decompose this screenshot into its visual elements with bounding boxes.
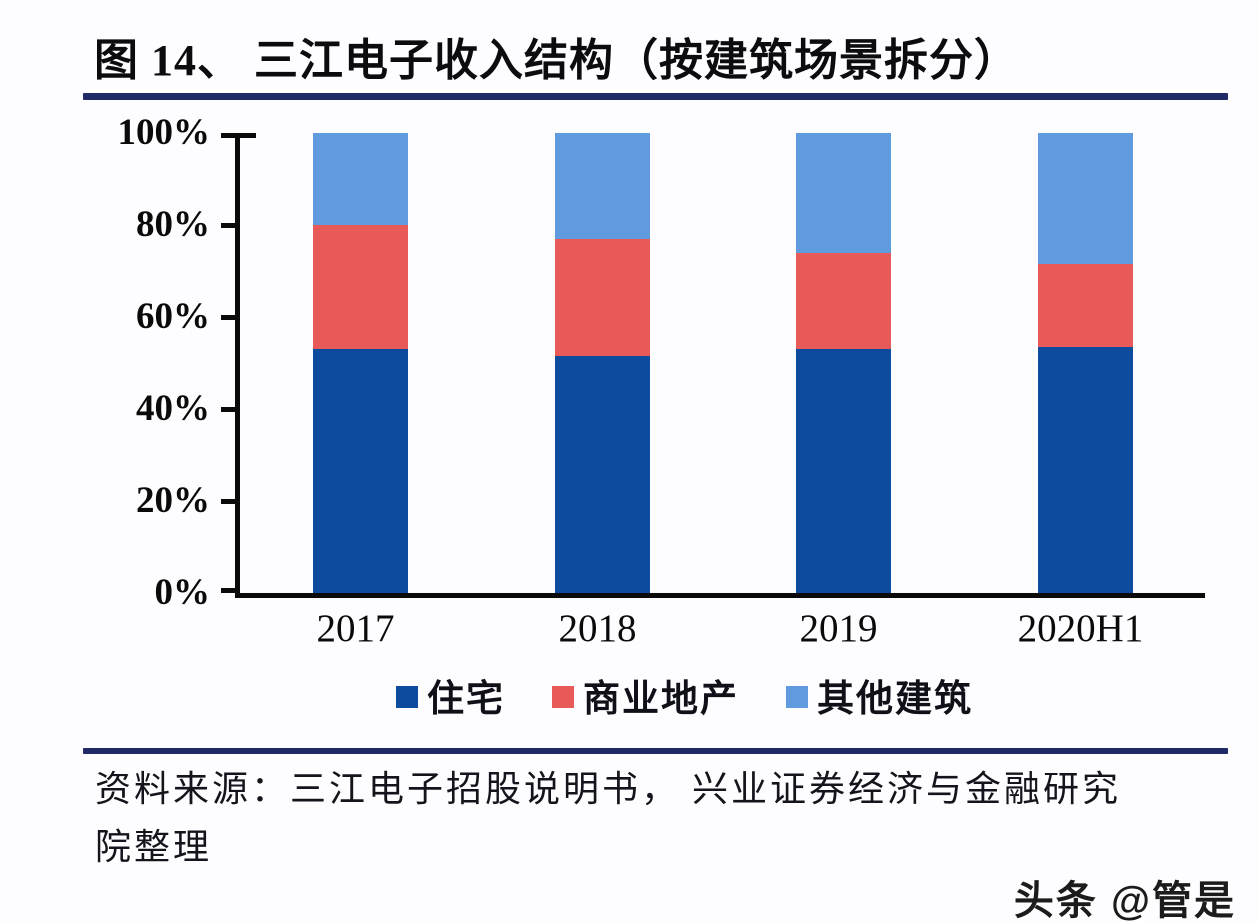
- source-note-line1: 资料来源：三江电子招股说明书， 兴业证券经济与金融研究: [95, 769, 1122, 809]
- y-tick-label: 0%: [154, 572, 211, 613]
- bar-segment-2018-商业地产: [555, 238, 650, 357]
- source-divider-line: [83, 748, 1228, 754]
- bar-segment-2019-住宅: [796, 349, 891, 593]
- y-axis-top-cap: [235, 133, 256, 138]
- x-tick-label: 2020H1: [1017, 607, 1144, 650]
- legend: 住宅 商业地产 其他建筑: [396, 668, 973, 722]
- legend-label: 商业地产: [583, 679, 739, 720]
- y-tick-label: 20%: [136, 480, 210, 521]
- y-tick: [221, 223, 235, 228]
- bar-segment-2019-商业地产: [796, 252, 891, 350]
- legend-swatch-icon: [786, 686, 808, 708]
- bar-segment-2020H1-商业地产: [1038, 264, 1133, 347]
- legend-label: 住宅: [427, 679, 505, 720]
- bar-segment-2018-其他建筑: [555, 133, 650, 239]
- y-tick-label: 80%: [136, 204, 210, 245]
- plot-area: [221, 133, 1205, 598]
- y-tick-label: 40%: [136, 388, 210, 429]
- legend-label: 其他建筑: [817, 679, 973, 720]
- y-axis-labels: 0% 20% 40% 60% 80% 100%: [60, 112, 211, 613]
- figure-title: 图 14、 三江电子收入结构（按建筑场景拆分）: [94, 36, 1019, 85]
- bar-segment-2018-住宅: [555, 356, 650, 593]
- legend-item: 其他建筑: [786, 668, 973, 722]
- source-note: 资料来源：三江电子招股说明书， 兴业证券经济与金融研究 院整理: [95, 760, 1215, 876]
- source-note-line2: 院整理: [95, 827, 213, 867]
- y-tick-label: 60%: [136, 296, 210, 337]
- bar-segment-2020H1-其他建筑: [1038, 133, 1133, 265]
- y-tick: [221, 315, 235, 320]
- x-tick-label: 2018: [558, 607, 637, 650]
- watermark: 头条 @管是: [1013, 879, 1236, 922]
- y-tick-label: 100%: [117, 112, 211, 153]
- y-tick: [221, 499, 235, 504]
- y-tick: [221, 133, 235, 138]
- x-tick-label: 2019: [799, 607, 878, 650]
- y-tick: [221, 407, 235, 412]
- legend-item: 住宅: [396, 668, 505, 722]
- legend-swatch-icon: [396, 686, 418, 708]
- bar-segment-2019-其他建筑: [796, 133, 891, 253]
- x-tick-label: 2017: [316, 607, 395, 650]
- y-tick: [221, 588, 235, 593]
- legend-swatch-icon: [552, 686, 574, 708]
- bar-segment-2020H1-住宅: [1038, 346, 1133, 593]
- bar-segment-2017-住宅: [313, 349, 408, 593]
- bar-segment-2017-其他建筑: [313, 133, 408, 225]
- title-divider-line: [83, 93, 1228, 100]
- bar-segment-2017-商业地产: [313, 225, 408, 350]
- legend-item: 商业地产: [552, 668, 739, 722]
- x-axis-labels: 2017 2018 2019 2020H1: [235, 606, 1200, 658]
